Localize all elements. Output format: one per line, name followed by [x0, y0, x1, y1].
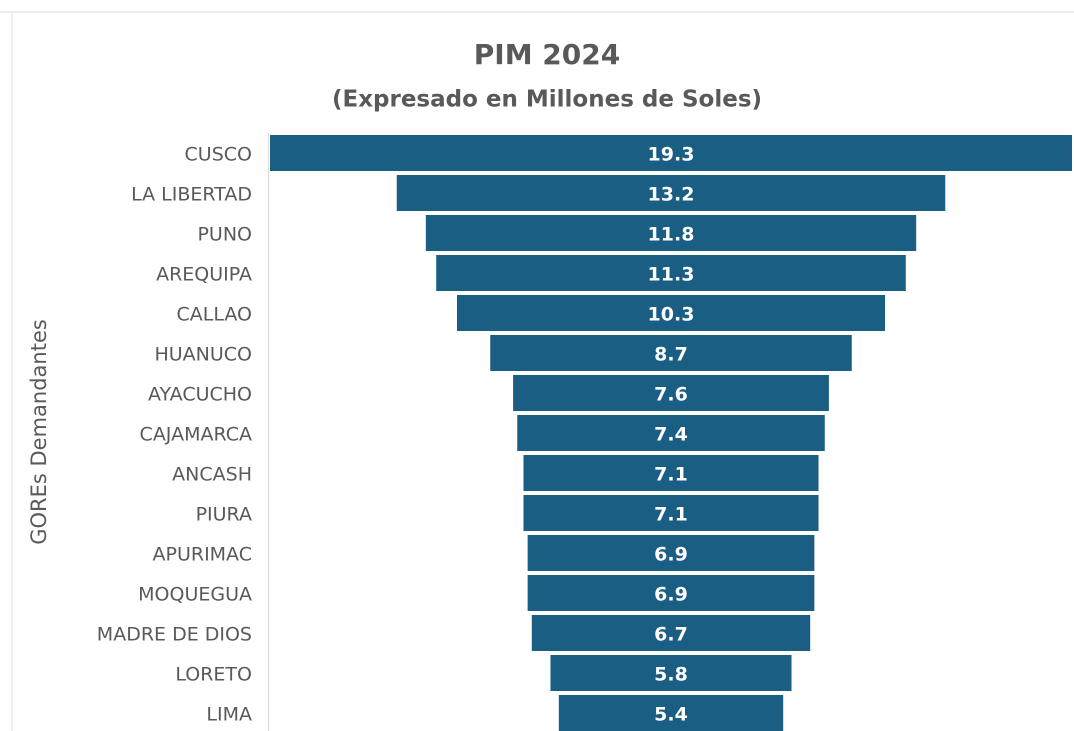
category-label: CUSCO [185, 144, 252, 166]
bar [425, 215, 917, 251]
data-label: 5.4 [654, 704, 688, 726]
chart-title: PIM 2024 [474, 38, 620, 71]
bar [527, 535, 815, 571]
category-label: MADRE DE DIOS [97, 624, 252, 646]
category-label: LIMA [206, 704, 252, 726]
category-label: CALLAO [177, 304, 253, 326]
bar [436, 255, 906, 291]
bar [558, 695, 784, 731]
y-axis-label: GOREs Demandantes [27, 319, 51, 545]
bar [513, 375, 829, 411]
bar [456, 295, 886, 331]
bar [270, 135, 1072, 171]
data-label: 19.3 [648, 144, 695, 166]
data-label: 7.6 [654, 384, 688, 406]
data-label: 10.3 [648, 304, 695, 326]
data-label: 6.9 [654, 584, 688, 606]
data-label: 7.1 [654, 504, 688, 526]
category-label: APURIMAC [153, 544, 253, 566]
data-label: 7.1 [654, 464, 688, 486]
category-label: ANCASH [172, 464, 252, 486]
bar [523, 495, 819, 531]
bar [396, 175, 946, 211]
data-label: 7.4 [654, 424, 688, 446]
data-label: 13.2 [648, 184, 695, 206]
data-label: 6.7 [654, 624, 688, 646]
bar [550, 655, 792, 691]
data-label: 8.7 [654, 344, 688, 366]
data-label: 11.8 [648, 224, 695, 246]
category-label: PUNO [197, 224, 252, 246]
category-label: LA LIBERTAD [131, 184, 252, 206]
bar [531, 615, 811, 651]
category-label: AYACUCHO [148, 384, 252, 406]
data-label: 6.9 [654, 544, 688, 566]
chart-subtitle: (Expresado en Millones de Soles) [332, 87, 762, 113]
category-label: PIURA [196, 504, 252, 526]
bar [517, 415, 825, 451]
category-label: AREQUIPA [156, 264, 252, 286]
bar [527, 575, 815, 611]
bar [490, 335, 852, 371]
category-label: MOQUEGUA [138, 584, 252, 606]
bar [523, 455, 819, 491]
category-label: LORETO [175, 664, 252, 686]
data-label: 5.8 [654, 664, 688, 686]
category-label: CAJAMARCA [140, 424, 252, 446]
data-label: 11.3 [648, 264, 695, 286]
category-label: HUANUCO [154, 344, 252, 366]
